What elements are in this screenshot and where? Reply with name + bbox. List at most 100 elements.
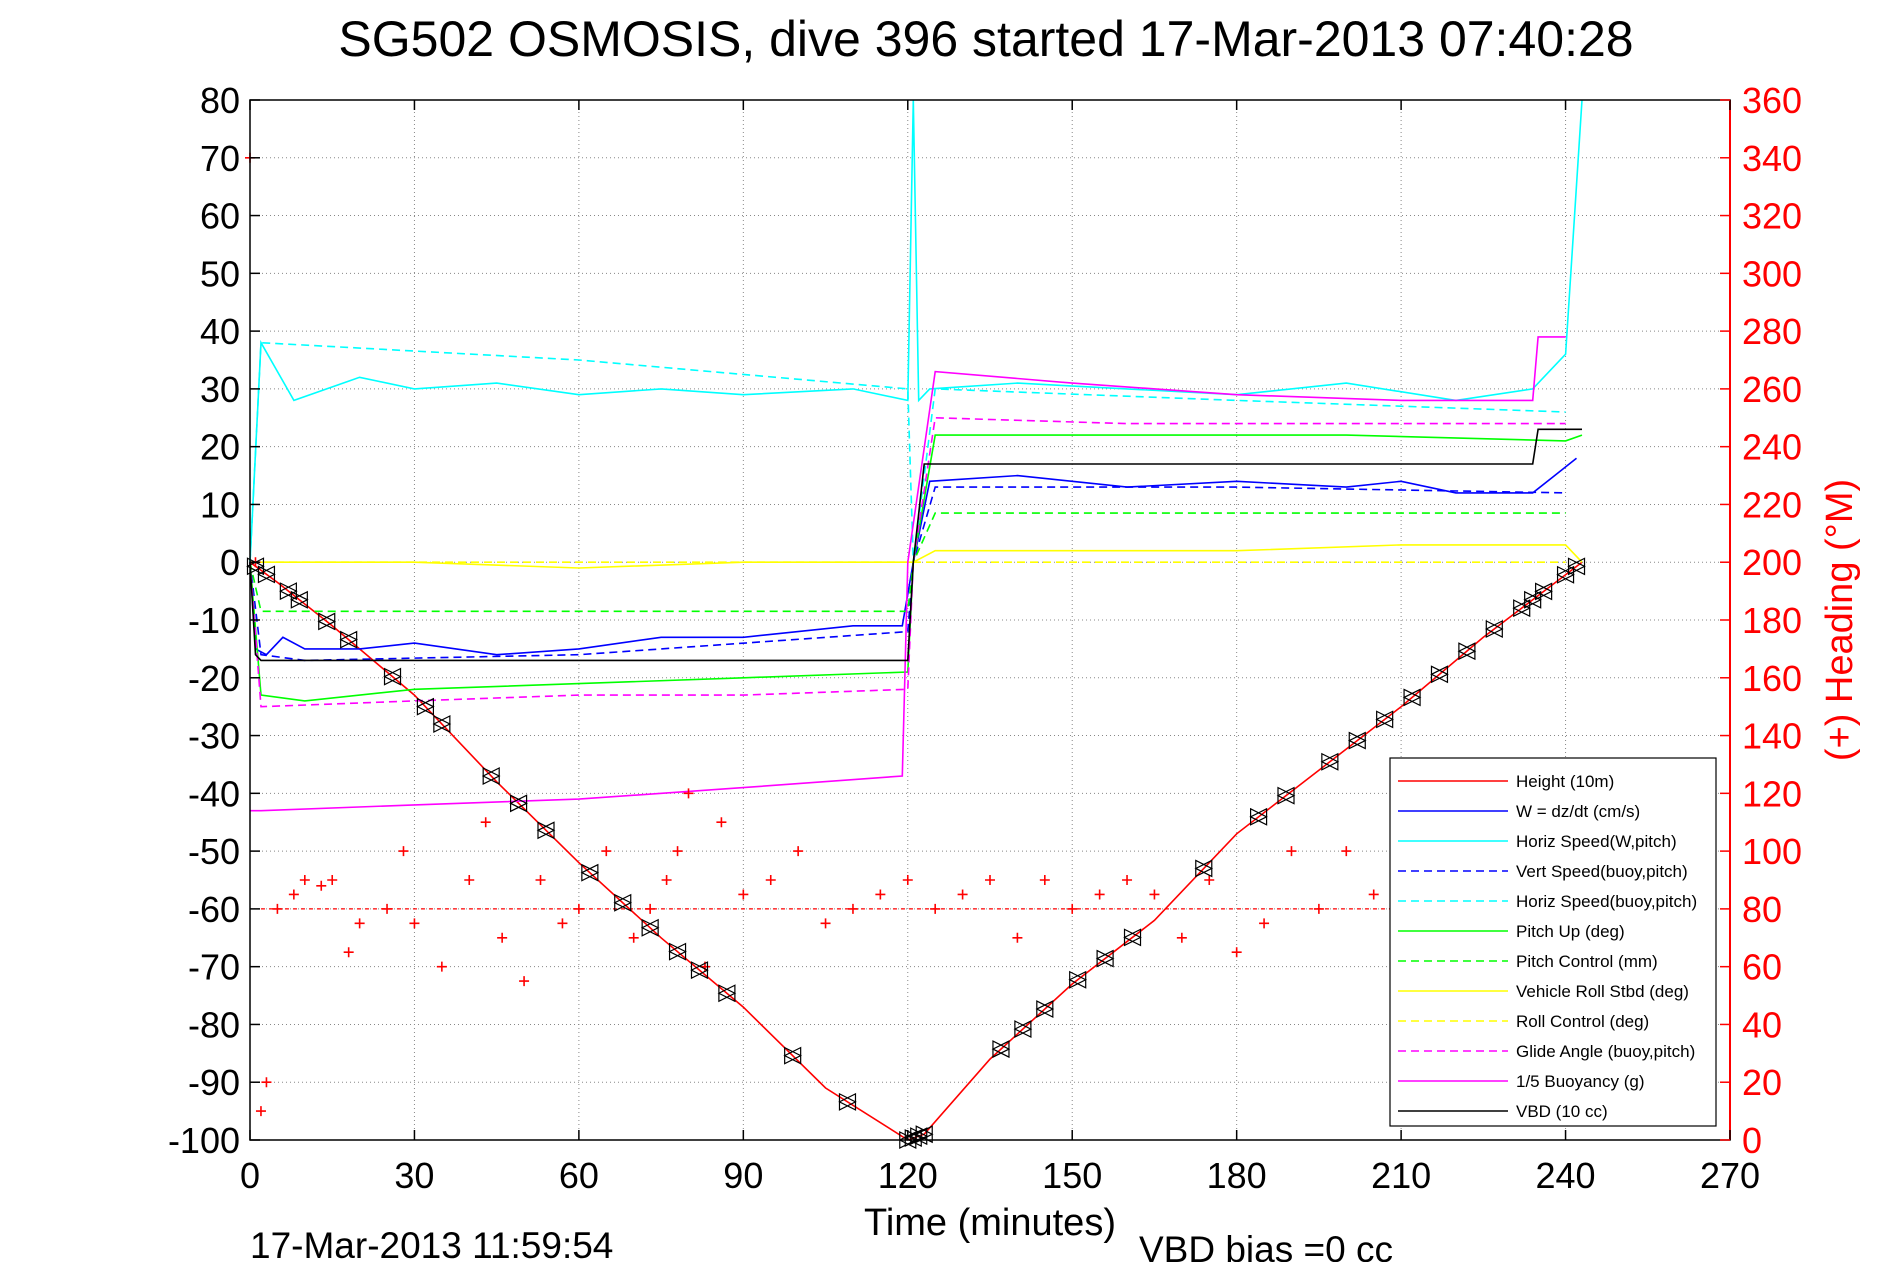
depth-marker	[1457, 642, 1477, 661]
x-axis-label: Time (minutes)	[864, 1202, 1116, 1244]
depth-marker	[1347, 731, 1367, 750]
data-series	[249, 99, 1583, 1141]
legend-label-9: Glide Angle (buoy,pitch)	[1516, 1042, 1695, 1061]
depth-marker	[1523, 590, 1543, 609]
legend-label-6: Pitch Control (mm)	[1516, 952, 1658, 971]
y-tick-label: -80	[188, 1004, 240, 1045]
depth-marker	[1194, 859, 1214, 878]
right-tick-label: 80	[1742, 889, 1782, 930]
right-tick-label: 20	[1742, 1062, 1782, 1103]
series-line-3	[249, 486, 1566, 662]
series-line-9	[249, 416, 1566, 708]
depth-marker	[580, 863, 600, 882]
heading-point	[409, 918, 420, 929]
heading-point	[765, 875, 776, 885]
depth-marker	[914, 1125, 934, 1144]
depth-marker	[1556, 565, 1575, 584]
legend-label-1: W = dz/dt (cm/s)	[1516, 802, 1640, 821]
right-tick-label: 220	[1742, 484, 1802, 525]
right-axis-ticks: 0 20 40 60 80 100 120 140 160 180 200 220 240 260 280 3…	[1720, 80, 1802, 1161]
depth-marker	[991, 1040, 1011, 1059]
depth-marker	[536, 821, 556, 840]
depth-marker	[1484, 620, 1504, 638]
heading-point	[1341, 846, 1352, 857]
heading-point	[601, 846, 612, 857]
heading-point	[793, 846, 804, 857]
x-tick-label: 240	[1536, 1155, 1596, 1196]
depth-marker	[640, 918, 660, 937]
legend-label-7: Vehicle Roll Stbd (deg)	[1516, 982, 1689, 1001]
series-line-2	[249, 99, 1583, 563]
y-tick-label: 30	[200, 369, 240, 410]
y-tick-label: -60	[188, 889, 240, 930]
depth-marker	[690, 961, 709, 980]
heading-point	[1149, 889, 1160, 900]
depth-marker	[903, 1129, 923, 1148]
heading-point	[985, 875, 995, 885]
y-axis-ticks: -100-90-80-70-60-50-40-30-20-10010203040…	[168, 80, 260, 1161]
heading-point	[382, 903, 393, 914]
y-tick-label: 80	[200, 80, 240, 121]
depth-marker	[416, 697, 435, 716]
depth-marker	[317, 612, 337, 631]
right-axis-label: (+) Heading (°M)	[1819, 479, 1861, 761]
series-line-6	[249, 512, 1566, 613]
legend-label-2: Horiz Speed(W,pitch)	[1516, 832, 1677, 851]
heading-point	[535, 875, 546, 885]
heading-point	[672, 846, 683, 857]
x-tick-label: 60	[559, 1155, 599, 1196]
legend-label-0: Height (10m)	[1516, 772, 1614, 791]
depth-marker	[1320, 752, 1340, 771]
heading-point	[327, 875, 338, 885]
heading-point	[497, 932, 508, 943]
heading-point	[299, 875, 310, 885]
right-tick-label: 40	[1742, 1004, 1782, 1045]
depth-marker	[289, 590, 309, 609]
right-tick-label: 300	[1742, 253, 1802, 294]
heading-point	[354, 918, 365, 929]
heading-point	[573, 903, 584, 914]
depth-marker	[1430, 665, 1449, 684]
depth-marker	[279, 582, 298, 601]
heading-point	[645, 903, 656, 914]
heading-point	[261, 1077, 272, 1088]
depth-marker	[613, 893, 633, 912]
depth-marker	[1534, 582, 1553, 601]
depth-marker	[1123, 928, 1142, 947]
right-tick-label: 340	[1742, 138, 1802, 179]
right-tick-label: 120	[1742, 773, 1802, 814]
heading-point	[343, 947, 354, 958]
y-tick-label: 60	[200, 196, 240, 237]
heading-point	[557, 918, 568, 929]
heading-point	[1039, 875, 1050, 885]
right-tick-label: 240	[1742, 427, 1802, 468]
y-tick-label: -40	[188, 773, 240, 814]
legend-label-11: VBD (10 cc)	[1516, 1102, 1608, 1121]
depth-marker	[257, 565, 276, 584]
legend-label-3: Vert Speed(buoy,pitch)	[1516, 862, 1688, 881]
x-tick-label: 30	[394, 1155, 434, 1196]
y-tick-label: 0	[220, 542, 240, 583]
heading-point	[519, 976, 530, 987]
x-tick-label: 180	[1207, 1155, 1267, 1196]
heading-point	[464, 875, 475, 885]
heading-point	[957, 889, 968, 900]
series-line-10	[250, 336, 1566, 812]
depth-marker	[1567, 557, 1586, 576]
heading-point	[683, 788, 694, 799]
depth-marker	[509, 794, 528, 813]
chart-title: SG502 OSMOSIS, dive 396 started 17-Mar-2…	[338, 11, 1633, 67]
right-tick-label: 160	[1742, 658, 1802, 699]
right-tick-label: 180	[1742, 600, 1802, 641]
right-tick-label: 280	[1742, 311, 1802, 352]
depth-marker	[838, 1092, 857, 1111]
y-tick-label: -20	[188, 658, 240, 699]
depth-marker	[432, 715, 452, 733]
y-tick-label: -30	[188, 716, 240, 757]
x-tick-label: 90	[723, 1155, 763, 1196]
right-tick-label: 200	[1742, 542, 1802, 583]
depth-marker	[1375, 710, 1395, 729]
series-line-4	[249, 341, 1566, 563]
series-line-1	[249, 457, 1577, 656]
